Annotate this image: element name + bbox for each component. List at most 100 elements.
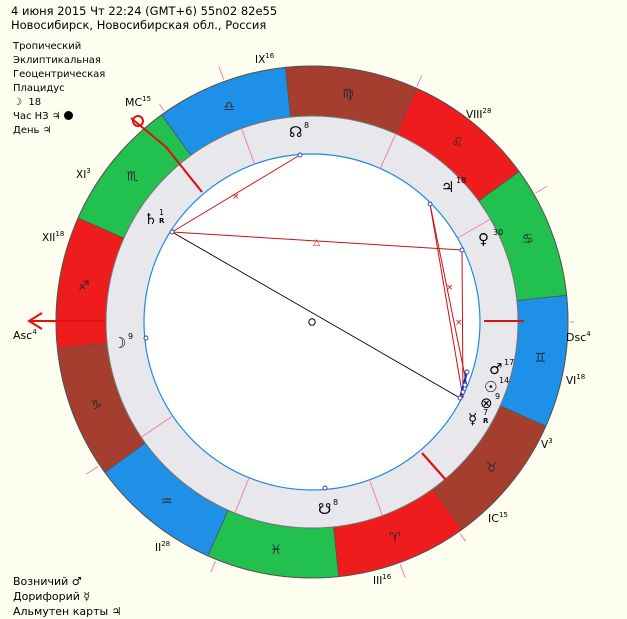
- sign-glyph-icon: ♐: [78, 279, 90, 294]
- house-cusp-line: [140, 415, 174, 438]
- day-ruler-row: День ♃: [13, 124, 105, 138]
- chart-date-header: 4 июня 2015 Чт 22:24 (GMT+6) 55n02 82e55: [11, 4, 278, 18]
- house-label: III16: [373, 573, 392, 587]
- mercury-icon: ☿: [83, 590, 91, 603]
- sign-glyph-icon: ♈: [389, 531, 401, 546]
- sign-glyph-icon: ♊: [534, 351, 546, 366]
- north-node-icon: ☋: [318, 500, 331, 518]
- house-cusp-line: [234, 477, 250, 514]
- sign-glyph-icon: ♎: [223, 99, 235, 114]
- sun-degree: 14: [499, 376, 509, 385]
- svg-text:×: ×: [446, 283, 454, 293]
- saturn-retro-flag: R: [159, 217, 165, 225]
- vozn-row: Возничий ♂: [13, 574, 122, 589]
- house-label: VI18: [566, 373, 585, 387]
- ic-label: IC15: [488, 511, 508, 525]
- mercury-degree: 7: [483, 408, 488, 417]
- planet-dot: [462, 382, 468, 388]
- alm-label: Альмутен карты: [13, 605, 109, 618]
- mc-pointer-outer: [130, 117, 167, 148]
- hour-ruler-row: Час НЗ ♃: [13, 110, 105, 124]
- sign-glyph-icon: ♌: [452, 135, 464, 150]
- south-node-degree: 8: [304, 121, 309, 130]
- house-label: XI3: [76, 167, 91, 181]
- sign-glyph-icon: ♍: [342, 87, 354, 102]
- house-cusp-line: [379, 133, 397, 169]
- house-label: VIII28: [466, 107, 491, 121]
- fortune-icon: ⊗: [480, 394, 493, 412]
- sign-glyph-icon: ♑: [91, 398, 103, 413]
- dor-label: Дорифорий: [13, 590, 80, 603]
- planet-dot: [169, 229, 175, 235]
- vozn-label: Возничий: [13, 575, 69, 588]
- house-label: IX16: [255, 52, 275, 66]
- mc-label: MC15: [125, 95, 151, 109]
- jupiter-icon: ♃: [51, 111, 61, 122]
- mc-ring-icon: [132, 115, 144, 127]
- fortune-degree: 9: [495, 392, 500, 401]
- house-cusp-tick: [535, 185, 548, 194]
- chart-settings-panel: Тропический Эклиптикальная Геоцентрическ…: [13, 40, 105, 138]
- mc-pointer-inner: [165, 146, 203, 193]
- saturn-degree: 1: [159, 208, 164, 217]
- mars-icon: ♂: [489, 360, 502, 378]
- house-cusp-tick: [218, 66, 225, 80]
- house-cusp-tick: [459, 533, 467, 542]
- sign-glyph-icon: ♉: [486, 460, 498, 475]
- asc-label: Asc4: [13, 328, 37, 342]
- coordinate-system: Эклиптикальная: [13, 55, 101, 66]
- jupiter-icon: ♃: [441, 178, 454, 196]
- mars-degree: 17: [504, 358, 514, 367]
- svg-text:×: ×: [232, 192, 240, 202]
- mercury-icon: ☿: [468, 410, 477, 428]
- house-cusp-line: [241, 128, 256, 165]
- venus-icon: ♀: [478, 230, 489, 248]
- hour-ruler-label: Час НЗ: [13, 111, 49, 122]
- north-node-degree: 8: [333, 498, 338, 507]
- aspect-lines: × △ × ×: [171, 154, 468, 399]
- svg-text:△: △: [313, 238, 320, 248]
- house-label: II28: [155, 540, 170, 554]
- moon-degree: 9: [128, 332, 133, 341]
- center-type: Геоцентрическая: [13, 69, 106, 80]
- moon-day-row: ☽ 18: [13, 96, 105, 110]
- planet-dot: [297, 152, 303, 158]
- dsc-label: Dsc4: [566, 330, 591, 344]
- planet-dot: [459, 247, 465, 253]
- planet-dot: [427, 201, 433, 207]
- jupiter-icon: ♃: [111, 605, 122, 618]
- venus-degree: 30: [493, 228, 503, 237]
- house-cusp-tick: [86, 465, 99, 475]
- alm-row: Альмутен карты ♃: [13, 604, 122, 619]
- sign-glyph-icon: ♓: [270, 543, 282, 558]
- sign-glyph-icon: ♋: [522, 232, 534, 247]
- zodiac-type: Тропический: [13, 41, 82, 52]
- planet-dot: [457, 395, 463, 401]
- house-cusp-line: [368, 479, 383, 516]
- planet-dot: [460, 389, 466, 395]
- day-ruler-label: День: [13, 125, 40, 136]
- house-cusp-tick: [416, 75, 423, 87]
- house-system: Плацидус: [13, 83, 65, 94]
- jupiter-icon: ♃: [42, 125, 52, 136]
- jupiter-degree: 18: [456, 176, 466, 185]
- ic-pointer-inner: [421, 452, 447, 481]
- sun-icon: ☉: [484, 378, 497, 396]
- svg-text:×: ×: [455, 318, 463, 328]
- house-label: V3: [541, 437, 553, 451]
- house-cusp-tick: [399, 564, 406, 578]
- asc-arrow-icon: [27, 312, 43, 330]
- house-cusp-tick: [210, 561, 216, 573]
- sign-glyph-icon: ♒: [161, 495, 173, 510]
- south-node-icon: ☊: [289, 123, 302, 141]
- house-cusps: [50, 66, 574, 578]
- chart-rulers-panel: Возничий ♂ Дорифорий ☿ Альмутен карты ♃: [13, 574, 122, 619]
- moon-icon: ☽: [13, 97, 22, 108]
- sign-glyph-icon: ♏: [127, 170, 139, 185]
- moon-day-value: 18: [28, 97, 42, 108]
- house-label: XII18: [42, 230, 64, 244]
- planet-dot: [322, 485, 328, 491]
- house-cusp-tick: [159, 103, 165, 111]
- dor-row: Дорифорий ☿: [13, 589, 122, 604]
